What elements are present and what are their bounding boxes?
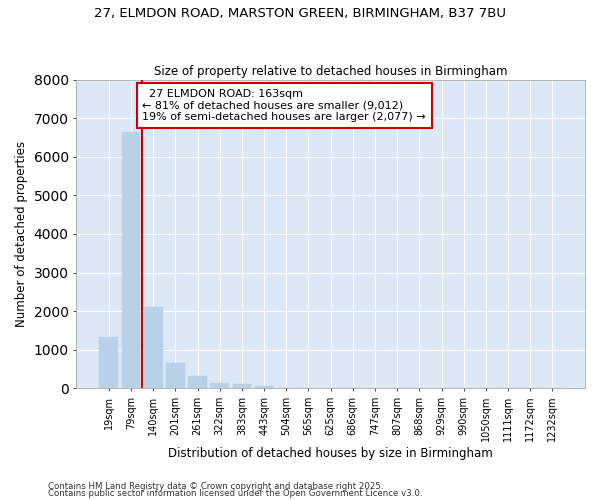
Bar: [254, 386, 274, 388]
X-axis label: Distribution of detached houses by size in Birmingham: Distribution of detached houses by size …: [168, 447, 493, 460]
Title: Size of property relative to detached houses in Birmingham: Size of property relative to detached ho…: [154, 66, 508, 78]
Text: 27, ELMDON ROAD, MARSTON GREEN, BIRMINGHAM, B37 7BU: 27, ELMDON ROAD, MARSTON GREEN, BIRMINGH…: [94, 8, 506, 20]
Bar: [166, 363, 185, 388]
Bar: [144, 308, 163, 388]
Bar: [122, 132, 140, 388]
Bar: [211, 382, 229, 388]
Text: Contains public sector information licensed under the Open Government Licence v3: Contains public sector information licen…: [48, 489, 422, 498]
Bar: [100, 338, 118, 388]
Bar: [188, 376, 207, 388]
Bar: [233, 384, 251, 388]
Y-axis label: Number of detached properties: Number of detached properties: [15, 141, 28, 327]
Text: 27 ELMDON ROAD: 163sqm
← 81% of detached houses are smaller (9,012)
19% of semi-: 27 ELMDON ROAD: 163sqm ← 81% of detached…: [142, 89, 426, 122]
Text: Contains HM Land Registry data © Crown copyright and database right 2025.: Contains HM Land Registry data © Crown c…: [48, 482, 383, 491]
